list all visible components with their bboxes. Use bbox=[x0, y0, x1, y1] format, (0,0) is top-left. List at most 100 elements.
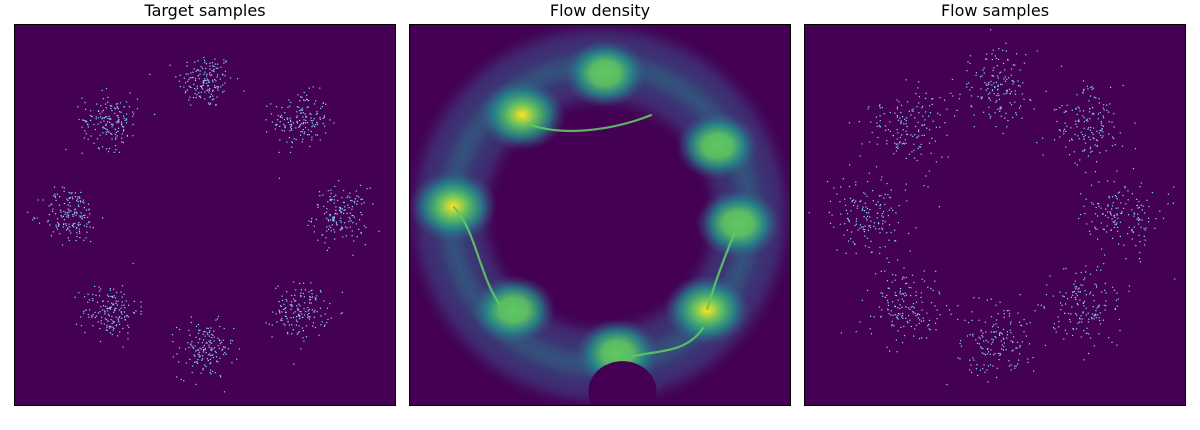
sample-point bbox=[1092, 107, 1094, 109]
sample-point bbox=[1001, 344, 1003, 346]
sample-point bbox=[1137, 217, 1139, 219]
sample-point bbox=[999, 72, 1001, 74]
sample-point bbox=[86, 231, 88, 233]
sample-point bbox=[904, 295, 906, 297]
sample-point bbox=[265, 322, 267, 324]
sample-point bbox=[1011, 104, 1013, 106]
sample-point bbox=[183, 77, 185, 79]
sample-point bbox=[279, 305, 282, 307]
mixture-component-3 bbox=[307, 180, 380, 256]
sample-point bbox=[275, 106, 278, 108]
sample-point bbox=[1003, 345, 1005, 348]
sample-point bbox=[921, 134, 923, 136]
sample-point bbox=[206, 75, 208, 77]
sample-point bbox=[1087, 88, 1089, 90]
sample-point bbox=[946, 108, 948, 110]
sample-point bbox=[1010, 364, 1012, 366]
sample-point bbox=[971, 86, 973, 88]
sample-point bbox=[992, 339, 994, 341]
sample-point bbox=[975, 339, 977, 341]
sample-point bbox=[178, 347, 181, 349]
sample-point bbox=[308, 291, 310, 293]
sample-point bbox=[56, 228, 59, 230]
sample-point bbox=[981, 352, 983, 354]
sample-point bbox=[987, 341, 989, 343]
sample-point bbox=[195, 336, 197, 338]
sample-point bbox=[207, 85, 209, 87]
sample-point bbox=[879, 252, 881, 254]
sample-point bbox=[1010, 68, 1013, 70]
sample-point bbox=[913, 307, 915, 309]
sample-point bbox=[1143, 228, 1145, 230]
sample-point bbox=[308, 299, 311, 301]
sample-point bbox=[997, 77, 999, 79]
sample-point bbox=[110, 319, 112, 321]
sample-point bbox=[295, 324, 297, 326]
sample-point bbox=[171, 334, 174, 336]
sample-point bbox=[884, 270, 886, 272]
sample-point bbox=[346, 196, 348, 199]
sample-point bbox=[895, 146, 897, 148]
sample-point bbox=[894, 142, 896, 144]
sample-point bbox=[1008, 365, 1011, 367]
sample-point bbox=[1083, 89, 1085, 92]
sample-point bbox=[290, 123, 293, 126]
sample-point bbox=[1008, 77, 1010, 79]
sample-point bbox=[129, 92, 131, 94]
sample-point bbox=[987, 348, 989, 350]
sample-point bbox=[927, 186, 929, 188]
sample-point bbox=[125, 315, 127, 317]
sample-point bbox=[990, 349, 992, 351]
sample-point bbox=[87, 313, 89, 316]
sample-point bbox=[1081, 318, 1083, 320]
sample-point bbox=[216, 76, 218, 78]
sample-point bbox=[111, 126, 113, 128]
sample-point bbox=[904, 139, 906, 141]
sample-point bbox=[319, 118, 321, 120]
sample-point bbox=[1118, 191, 1121, 193]
sample-point bbox=[1127, 233, 1129, 235]
sample-point bbox=[986, 299, 988, 301]
sample-point bbox=[1060, 309, 1062, 311]
sample-point bbox=[1076, 113, 1078, 116]
sample-point bbox=[94, 316, 96, 319]
sample-point bbox=[1073, 291, 1076, 293]
sample-point bbox=[859, 224, 861, 226]
sample-point bbox=[1139, 251, 1141, 254]
sample-point bbox=[981, 96, 983, 98]
sample-point bbox=[1080, 284, 1082, 286]
sample-point bbox=[333, 202, 335, 204]
sample-point bbox=[1094, 313, 1096, 315]
sample-point bbox=[915, 291, 917, 293]
sample-point bbox=[312, 322, 315, 324]
sample-point bbox=[331, 198, 333, 200]
sample-point bbox=[296, 321, 298, 323]
sample-point bbox=[1109, 211, 1111, 213]
sample-point bbox=[55, 226, 58, 228]
sample-point bbox=[894, 305, 896, 307]
sample-point bbox=[888, 287, 890, 289]
sample-point bbox=[1098, 317, 1100, 319]
sample-point bbox=[1079, 291, 1081, 293]
sample-point bbox=[343, 209, 345, 211]
sample-point bbox=[223, 62, 225, 64]
sample-point bbox=[296, 115, 298, 117]
sample-point bbox=[1088, 230, 1091, 232]
sample-point bbox=[96, 103, 98, 105]
sample-point bbox=[864, 225, 866, 227]
sample-point bbox=[193, 83, 195, 85]
sample-point bbox=[225, 353, 227, 355]
sample-point bbox=[65, 224, 68, 227]
sample-point bbox=[983, 67, 985, 69]
sample-point bbox=[1072, 334, 1074, 337]
sample-point bbox=[313, 118, 315, 120]
sample-point bbox=[54, 193, 56, 195]
sample-point bbox=[328, 247, 330, 249]
sample-point bbox=[347, 204, 349, 206]
sample-point bbox=[1154, 227, 1156, 229]
sample-point bbox=[297, 314, 300, 317]
sample-point bbox=[285, 316, 287, 318]
sample-point bbox=[222, 348, 224, 350]
sample-point bbox=[1124, 187, 1126, 189]
sample-point bbox=[203, 73, 205, 75]
